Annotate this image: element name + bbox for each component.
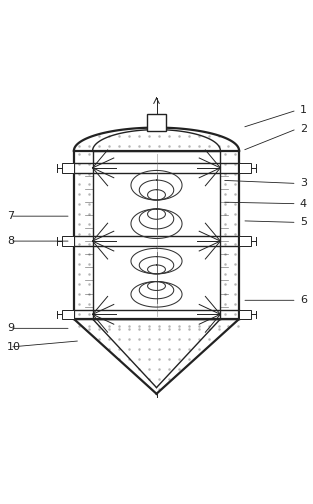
Bar	[239, 309, 251, 319]
Text: 3: 3	[300, 178, 307, 188]
Text: 10: 10	[7, 342, 21, 352]
Bar	[62, 163, 74, 172]
Text: 7: 7	[7, 211, 14, 221]
Text: 8: 8	[7, 236, 14, 246]
Text: 6: 6	[300, 295, 307, 305]
Bar	[239, 163, 251, 172]
Text: 2: 2	[300, 124, 307, 134]
Text: 1: 1	[300, 105, 307, 115]
Bar	[62, 309, 74, 319]
Text: 4: 4	[300, 199, 307, 209]
Text: 5: 5	[300, 217, 307, 227]
Bar	[239, 236, 251, 246]
Text: 9: 9	[7, 324, 14, 333]
Bar	[147, 114, 166, 131]
Bar	[62, 236, 74, 246]
